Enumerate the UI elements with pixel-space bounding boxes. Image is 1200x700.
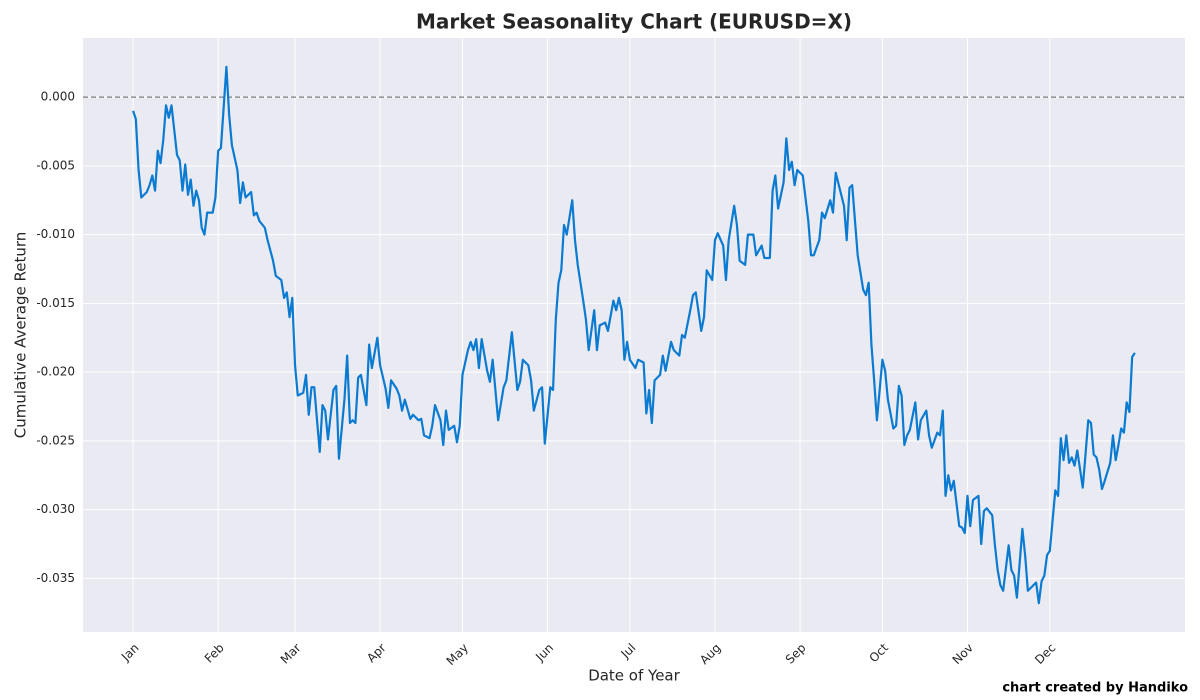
plot-area <box>83 38 1185 632</box>
y-tick-label: -0.020 <box>36 365 75 379</box>
x-tick-label: Sep <box>783 641 809 667</box>
x-tick-label: Dec <box>1032 641 1058 667</box>
x-tick-label: Oct <box>866 640 891 665</box>
x-tick-label: Jan <box>118 641 142 665</box>
x-tick-label: Apr <box>364 641 389 666</box>
chart-title: Market Seasonality Chart (EURUSD=X) <box>416 10 852 34</box>
y-tick-label: -0.010 <box>36 227 75 241</box>
y-tick-label: -0.005 <box>36 158 75 172</box>
x-axis-label: Date of Year <box>588 667 680 685</box>
data-line <box>132 65 1136 605</box>
x-tick-label: Feb <box>202 641 227 666</box>
x-tick-label: Jul <box>618 641 639 662</box>
x-tick-label: Aug <box>697 641 723 667</box>
y-tick-label: -0.025 <box>36 433 75 447</box>
x-tick-label: Jun <box>532 641 556 665</box>
x-tick-label: May <box>444 641 471 668</box>
credit: chart created by Handiko <box>1002 681 1188 696</box>
y-tick-label: -0.035 <box>36 571 75 585</box>
x-tick-label: Nov <box>950 641 976 667</box>
y-tick-label: -0.030 <box>36 502 75 516</box>
y-axis-label: Cumulative Average Return <box>12 232 30 439</box>
y-tick-label: 0.000 <box>41 90 75 104</box>
x-tick-label: Mar <box>278 641 304 667</box>
y-tick-label: -0.015 <box>36 296 75 310</box>
